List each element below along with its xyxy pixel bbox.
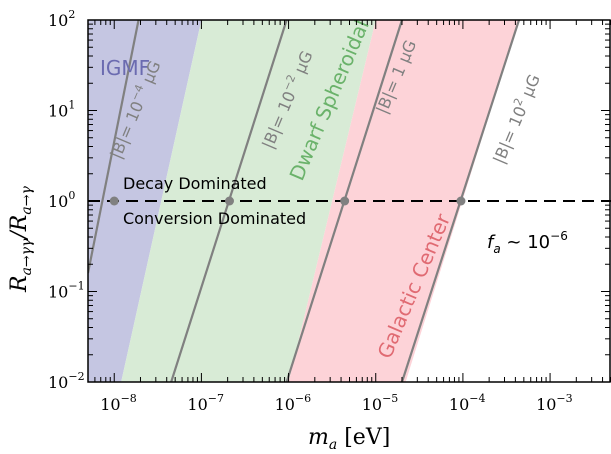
marker-0 bbox=[109, 196, 119, 206]
y-tick-label-1: 10−1 bbox=[48, 280, 85, 302]
field-line-0 bbox=[88, 20, 140, 274]
conversion-dominated-label: Conversion Dominated bbox=[123, 209, 306, 228]
band-0 bbox=[88, 20, 202, 382]
x-tick-label-4: 10−4 bbox=[449, 392, 486, 414]
threshold-layer bbox=[88, 196, 611, 206]
y-tick-label-4: 102 bbox=[48, 8, 75, 30]
marker-3 bbox=[456, 196, 466, 206]
y-tick-label-0: 10−2 bbox=[48, 370, 85, 392]
y-tick-label-2: 100 bbox=[48, 189, 75, 211]
band-label-igmf: IGMF bbox=[100, 56, 150, 80]
x-axis-label: ma [eV] bbox=[308, 425, 390, 453]
decay-dominated-label: Decay Dominated bbox=[123, 174, 267, 193]
marker-1 bbox=[224, 196, 234, 206]
x-tick-label-5: 10−3 bbox=[536, 392, 573, 414]
fa-annotation: fa ~ 10−6 bbox=[487, 229, 568, 256]
tick-layer: 10−8 10−7 10−6 10−5 10−4 10−3 10−2 10−1 100 101 10… bbox=[7, 8, 611, 453]
marker-2 bbox=[340, 196, 350, 206]
y-tick-label-3: 101 bbox=[48, 99, 75, 121]
x-tick-label-0: 10−8 bbox=[100, 392, 137, 414]
y-axis-label: Ra→γγ/Ra→γ bbox=[7, 186, 35, 293]
x-tick-label-1: 10−7 bbox=[187, 392, 224, 414]
x-tick-label-3: 10−5 bbox=[362, 392, 399, 414]
x-tick-label-2: 10−6 bbox=[275, 392, 312, 414]
